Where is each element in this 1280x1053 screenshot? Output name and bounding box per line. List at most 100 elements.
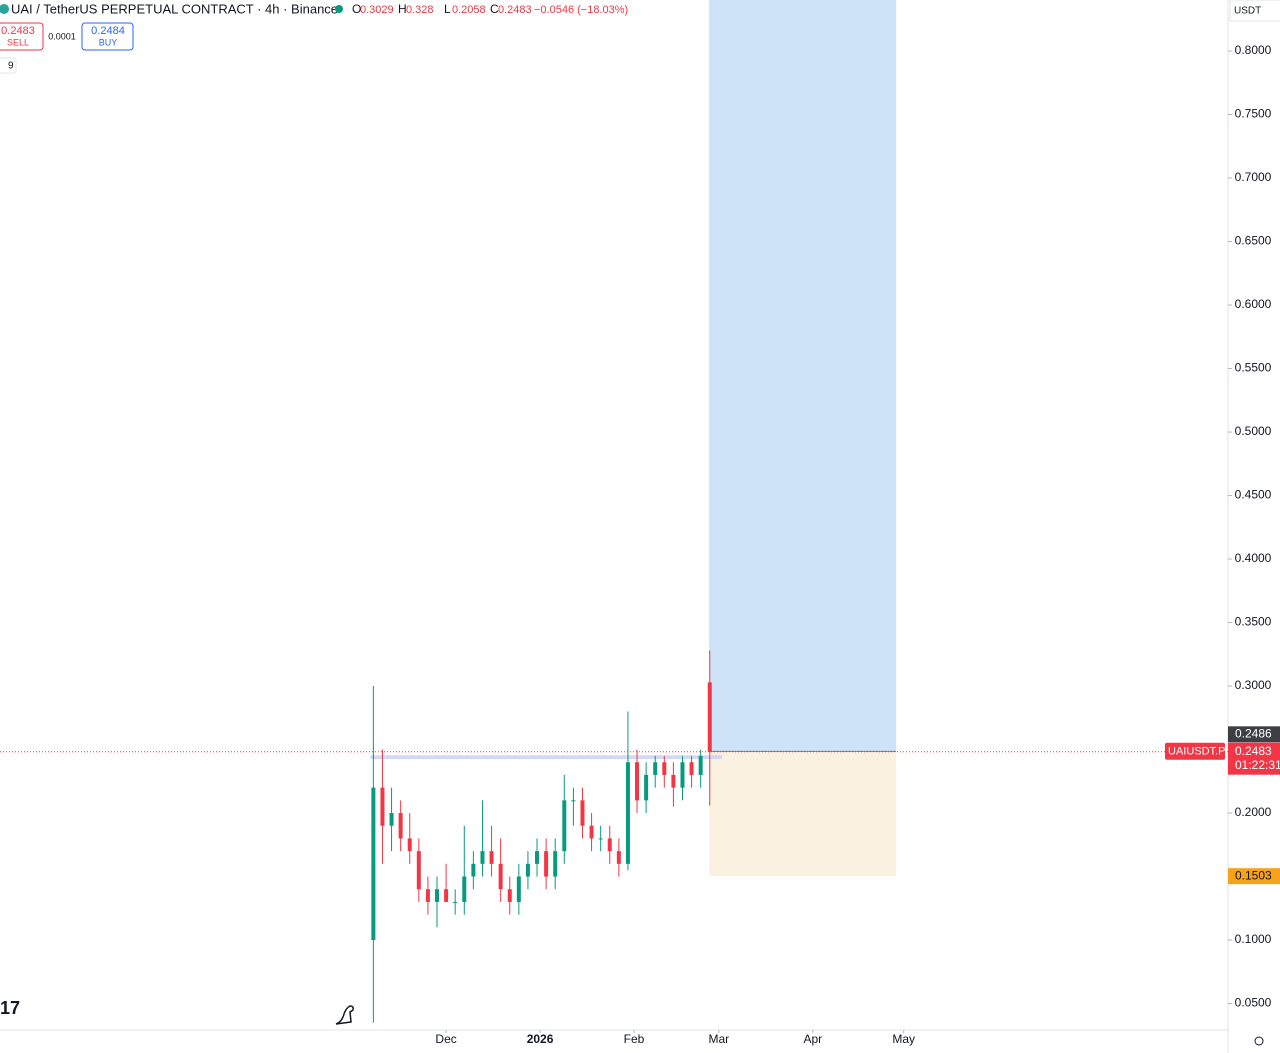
candle-body — [553, 851, 558, 877]
y-tick-label: 0.5000 — [1235, 424, 1272, 438]
candle-body — [625, 762, 630, 864]
candle-body — [653, 762, 658, 775]
x-tick-label: Dec — [435, 1032, 456, 1046]
buy-label: BUY — [99, 37, 118, 47]
market-status — [335, 5, 343, 13]
buy-button[interactable] — [81, 22, 134, 51]
stop-zone — [709, 751, 897, 877]
ohlc-change: −0.0546 (−18.03%) — [534, 4, 628, 16]
symbol-title: UAI / TetherUS PERPETUAL CONTRACT · 4h ·… — [11, 1, 338, 16]
candle-body — [562, 800, 567, 852]
last-price-label: 0.2483 — [1235, 744, 1272, 758]
y-tick-label: 0.7500 — [1235, 107, 1272, 121]
candle-body — [453, 901, 458, 903]
tv-logo: 17 — [0, 998, 20, 1018]
candle-body — [598, 838, 603, 840]
ohlc-key: H — [398, 2, 407, 16]
ohlc-key: O — [352, 2, 361, 16]
stop-price-label-bg — [1228, 868, 1280, 885]
candle-body — [680, 762, 685, 788]
ohlc-key: L — [444, 2, 451, 16]
candle-body — [607, 838, 612, 852]
y-tick-label: 0.0500 — [1235, 996, 1272, 1010]
candle-body — [371, 787, 376, 941]
candle-body — [389, 813, 394, 826]
y-tick-label: 0.1000 — [1235, 932, 1272, 946]
y-tick-label: 0.3500 — [1235, 615, 1272, 629]
candle-body — [498, 863, 503, 890]
symbol-badge-label: UAIUSDT.P — [1168, 746, 1225, 758]
indicators-toggle[interactable] — [0, 57, 17, 74]
candle-body — [662, 762, 667, 775]
x-tick-label: May — [892, 1032, 915, 1046]
y-tick-label: 0.2000 — [1235, 805, 1272, 819]
candle-body — [671, 774, 676, 788]
y-tick-label: 0.3000 — [1235, 678, 1272, 692]
candle-body — [480, 851, 485, 864]
ohlc-legend: O0.3029 H 0.328 L 0.2058 C 0.2483 −0.0546 (−18.… — [352, 2, 628, 16]
candle-body — [535, 851, 540, 864]
candle-body — [571, 800, 576, 802]
stop-price-label: 0.1503 — [1235, 868, 1272, 882]
y-tick-label: 0.4500 — [1235, 488, 1272, 502]
currency: USDT — [1234, 6, 1261, 17]
candle-body — [544, 851, 549, 877]
y-tick-label: 0.8000 — [1235, 43, 1272, 57]
ohlc-value: 0.328 — [406, 4, 434, 16]
y-tick-label: 0.5500 — [1235, 361, 1272, 375]
ohlc-value: 0.3029 — [360, 4, 394, 16]
x-tick-label: Feb — [624, 1032, 645, 1046]
x-tick-label: 2026 — [527, 1032, 554, 1046]
candle-body — [580, 800, 585, 826]
candle-body — [644, 774, 649, 801]
x-tick-label: Mar — [709, 1032, 730, 1046]
candle-body — [407, 838, 412, 852]
candle-body — [707, 682, 712, 752]
spread: 0.0001 — [48, 31, 76, 41]
countdown: 01:22:31 — [1235, 758, 1280, 772]
currency-select[interactable] — [1229, 0, 1280, 22]
plot — [0, 0, 1228, 1023]
candle-body — [525, 863, 530, 877]
candle-body — [380, 787, 385, 826]
y-tick-label: 0.6500 — [1235, 234, 1272, 248]
ohlc-key: C — [490, 2, 499, 16]
sell-label: SELL — [7, 37, 29, 47]
indicator-count: 9 — [8, 61, 14, 72]
x-tick-label: Apr — [803, 1032, 822, 1046]
symbol-logo — [0, 4, 9, 14]
candle-body — [635, 762, 640, 801]
entry-price-label: 0.2486 — [1235, 726, 1272, 740]
last-price-bg — [1228, 742, 1280, 775]
candle-body — [398, 813, 403, 839]
candle-body — [444, 889, 449, 902]
candle-body — [471, 863, 476, 877]
candle-body — [425, 889, 430, 902]
candle-body — [462, 876, 467, 902]
candle-body — [616, 851, 621, 864]
target-zone — [709, 0, 897, 752]
candle-body — [589, 825, 594, 839]
entry-price-label-bg — [1228, 726, 1280, 743]
candle-body — [698, 755, 703, 775]
candle-body — [507, 889, 512, 902]
symbol-badge — [1165, 742, 1225, 760]
ohlc-value: 0.2058 — [452, 4, 486, 16]
y-tick-label: 0.7000 — [1235, 170, 1272, 184]
support-zone — [370, 755, 722, 760]
settings-icon[interactable] — [1254, 1036, 1264, 1046]
sell-price: 0.2483 — [1, 25, 35, 37]
y-tick-label: 0.4000 — [1235, 551, 1272, 565]
buy-price: 0.2484 — [91, 25, 125, 37]
replay-icon[interactable] — [335, 1005, 354, 1025]
sell-button[interactable] — [0, 22, 44, 51]
ohlc-value: 0.2483 — [498, 4, 532, 16]
y-tick-label: 0.6000 — [1235, 297, 1272, 311]
candle-body — [516, 876, 521, 902]
candle-body — [489, 851, 494, 864]
candle-body — [689, 762, 694, 775]
candle-body — [416, 851, 421, 890]
candle-body — [435, 889, 440, 902]
